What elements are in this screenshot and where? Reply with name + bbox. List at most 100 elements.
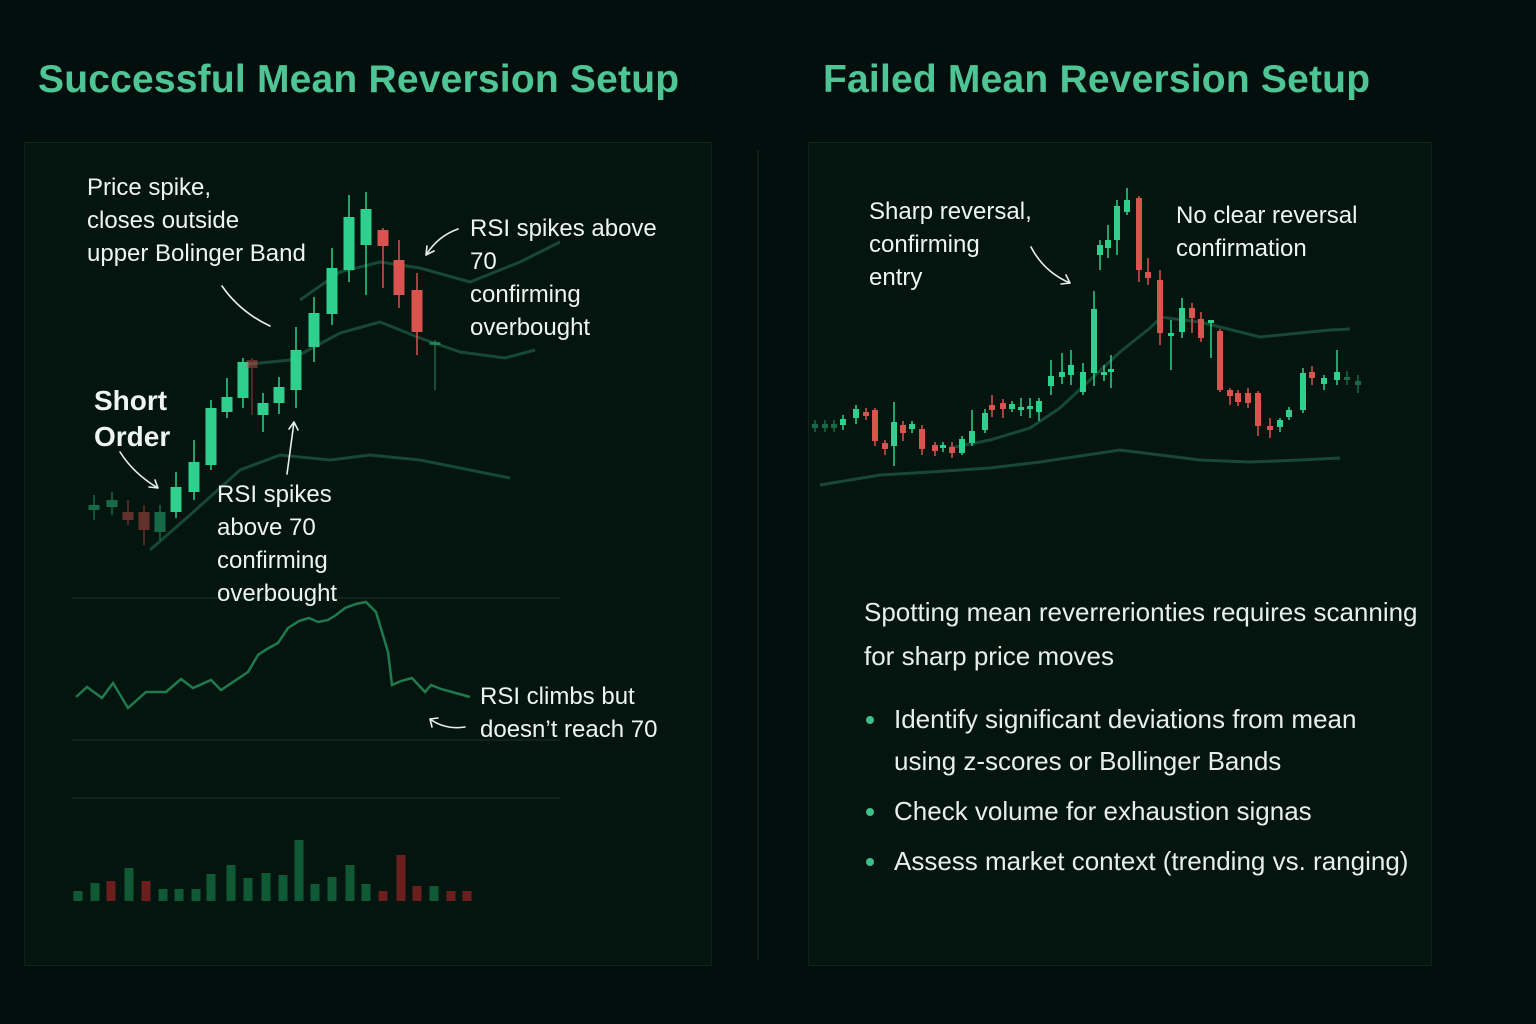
candle — [1277, 418, 1283, 432]
volume-bar — [462, 891, 472, 901]
candle — [360, 192, 372, 295]
candle — [1000, 399, 1006, 418]
candle — [940, 442, 946, 452]
candle — [1189, 303, 1195, 333]
candle — [1286, 407, 1292, 420]
candle — [411, 273, 423, 355]
candlestick-series-left — [88, 192, 441, 545]
volume-bar — [345, 865, 355, 901]
candle — [1334, 350, 1340, 385]
candle — [290, 327, 302, 408]
candle — [343, 195, 355, 282]
bullet-dot-icon — [866, 808, 874, 816]
volume-bar — [310, 884, 320, 901]
candle — [1097, 240, 1103, 270]
volume-bar — [158, 889, 168, 901]
candle — [246, 358, 258, 415]
annotation-rsi-bottom: RSI climbs but doesn’t reach 70 — [480, 683, 658, 743]
candle — [1235, 390, 1241, 406]
candle — [909, 421, 915, 433]
arrow-rsi-mid-icon — [286, 421, 299, 475]
volume-bar — [294, 840, 304, 901]
arrow-sharp-reversal-icon — [1030, 246, 1071, 285]
volume-bar — [396, 855, 406, 901]
candle — [1009, 401, 1015, 412]
volume-bar — [361, 884, 371, 901]
failed-setup-title: Failed Mean Reversion Setup — [823, 58, 1371, 101]
candle — [88, 495, 100, 520]
candle — [221, 378, 233, 418]
candlestick-series-right — [812, 188, 1361, 466]
candle — [1101, 365, 1107, 381]
annotation-short-order: Short Order — [94, 385, 171, 452]
volume-bar — [412, 886, 422, 901]
tip-item: Check volume for exhaustion signas — [862, 790, 1422, 832]
candle — [377, 228, 389, 288]
arrow-short-order-icon — [119, 451, 159, 489]
candle — [1344, 371, 1350, 385]
candle — [1168, 320, 1174, 370]
candle — [1136, 196, 1142, 282]
candle — [1300, 368, 1306, 413]
volume-bar — [73, 891, 83, 901]
failed-setup-panel — [808, 142, 1432, 966]
bollinger-middle — [949, 316, 1162, 450]
candle — [122, 500, 134, 525]
rsi-path — [75, 600, 471, 710]
candle — [257, 393, 269, 432]
candle — [891, 402, 897, 466]
rsi-level-lines — [72, 597, 560, 799]
volume-bars — [73, 840, 472, 901]
candle — [1145, 258, 1151, 285]
candle — [205, 400, 217, 470]
annotation-no-clear-reversal: No clear reversal confirmation — [1176, 202, 1358, 262]
tip-item: Identify significant deviations from mea… — [862, 698, 1422, 782]
candle — [812, 420, 818, 432]
volume-bar — [429, 886, 439, 901]
volume-bar — [243, 878, 253, 901]
candle — [840, 415, 846, 430]
volume-bar — [226, 865, 236, 901]
candle — [982, 409, 988, 433]
candle — [1245, 388, 1251, 408]
candle — [1355, 375, 1361, 393]
candle — [1198, 312, 1204, 342]
bullet-dot-icon — [866, 716, 874, 724]
volume-bar — [90, 883, 100, 901]
candle — [1124, 188, 1130, 215]
candle — [959, 436, 965, 455]
candle — [831, 420, 837, 432]
tip-text: Assess market context (trending vs. rang… — [894, 846, 1409, 876]
candle — [1059, 353, 1065, 384]
successful-setup-title: Successful Mean Reversion Setup — [38, 58, 680, 101]
candle — [138, 505, 150, 545]
candle — [1157, 270, 1163, 345]
candle — [853, 405, 859, 424]
candle — [949, 442, 955, 458]
volume-bar — [278, 875, 288, 901]
candle — [872, 408, 878, 446]
candle — [188, 440, 200, 500]
arrow-rsi-bottom-icon — [429, 717, 466, 729]
tip-text: Check volume for exhaustion signas — [894, 796, 1312, 826]
candle — [1217, 329, 1223, 392]
bollinger-bands-right — [819, 315, 1351, 487]
candle — [1080, 363, 1086, 395]
candle — [308, 297, 320, 362]
candle — [326, 248, 338, 325]
candle — [1048, 360, 1054, 395]
candle — [919, 425, 925, 455]
candle — [863, 408, 869, 420]
candle — [822, 420, 828, 432]
annotation-rsi-mid: RSI spikes above 70 confirming overbough… — [217, 481, 338, 607]
candle — [1267, 418, 1273, 438]
panel-divider — [757, 150, 759, 960]
volume-bar — [106, 881, 116, 901]
candle — [393, 240, 405, 308]
candle — [106, 492, 118, 515]
candle — [154, 505, 166, 540]
candle — [1179, 298, 1185, 338]
volume-bar — [446, 891, 456, 901]
candle — [1105, 225, 1111, 258]
